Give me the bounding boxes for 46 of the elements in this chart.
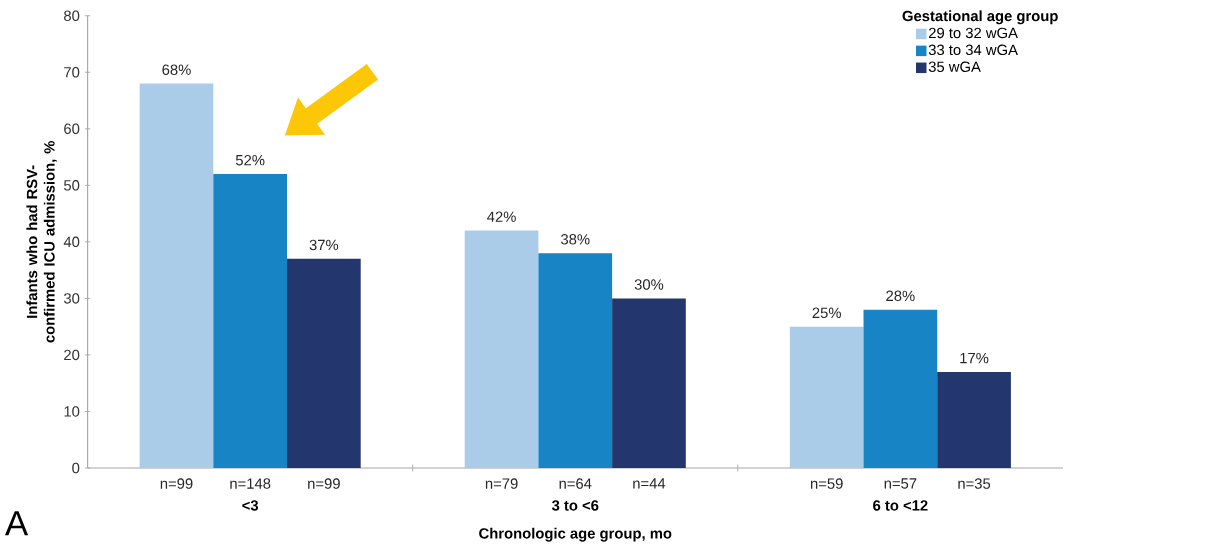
legend-label: 29 to 32 wGA — [928, 27, 1018, 39]
data-label: 68% — [162, 64, 191, 76]
y-tick-label: 50 — [63, 180, 80, 191]
y-axis-title: Infants who had RSV-confirmed ICU admission, % — [26, 141, 57, 343]
bar — [213, 174, 288, 469]
bar — [538, 253, 613, 469]
bar — [139, 83, 214, 469]
legend-label: 35 wGA — [928, 61, 981, 73]
y-tick-label: 40 — [63, 236, 80, 248]
text: n=59 — [810, 478, 843, 490]
text: n=35 — [958, 478, 991, 490]
bar — [612, 298, 686, 469]
text: n=79 — [485, 478, 518, 490]
y-tick-label: 70 — [64, 67, 80, 78]
text: n=148 — [230, 478, 271, 490]
x-axis-title: Chronologic age group, mo — [479, 527, 672, 542]
bar — [863, 309, 938, 469]
y-tick-label: 10 — [64, 406, 80, 417]
bar — [464, 230, 539, 469]
y-tick-label: 80 — [64, 10, 80, 22]
y-tick-label: 0 — [72, 462, 80, 474]
y-tick-label: 20 — [64, 349, 80, 361]
bar — [937, 372, 1011, 469]
x-tick-label: <3 — [242, 500, 259, 511]
y-tick-label: 60 — [64, 123, 80, 135]
text: n=44 — [633, 478, 666, 489]
y-tick-label: 30 — [63, 293, 80, 304]
legend-label: 33 to 34 wGA — [928, 44, 1018, 56]
bar — [287, 259, 361, 469]
text: n=99 — [160, 478, 193, 490]
legend-title: Gestational age group — [902, 10, 1058, 25]
data-label: 28% — [886, 290, 915, 302]
data-label: 42% — [487, 211, 516, 223]
data-label: 17% — [960, 353, 989, 364]
text: n=64 — [559, 478, 592, 490]
x-tick-label: 3 to <6 — [551, 500, 599, 511]
x-tick-label: 6 to <12 — [873, 500, 928, 511]
text: n=99 — [308, 478, 340, 490]
text: A — [5, 511, 29, 536]
bar — [789, 326, 864, 469]
data-label: 37% — [309, 239, 339, 251]
text: n=57 — [884, 478, 917, 489]
data-label: 30% — [634, 279, 664, 290]
data-label: 52% — [235, 155, 265, 166]
data-label: 25% — [812, 307, 841, 319]
data-label: 38% — [561, 234, 590, 245]
